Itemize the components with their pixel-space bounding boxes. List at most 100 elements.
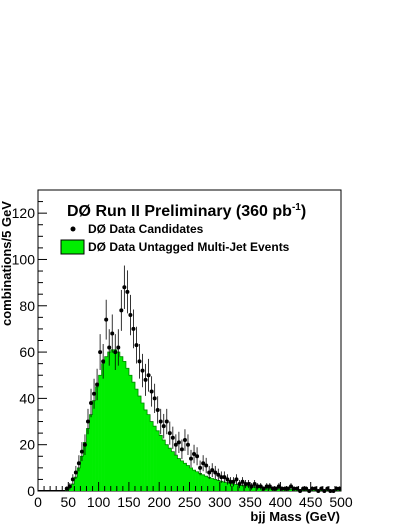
x-tick-label: 300 xyxy=(208,494,232,510)
point-marker xyxy=(131,326,136,331)
histogram-bin xyxy=(113,349,118,491)
data-point xyxy=(210,463,215,478)
histogram-bin xyxy=(137,396,142,491)
point-marker xyxy=(213,470,218,475)
point-marker xyxy=(279,486,284,491)
legend-label-untagged: DØ Data Untagged Multi-Jet Events xyxy=(88,240,290,254)
point-marker xyxy=(301,486,306,491)
data-point xyxy=(125,270,130,314)
point-marker xyxy=(234,477,239,482)
histogram-bin xyxy=(119,356,124,491)
data-point xyxy=(122,265,127,309)
point-marker xyxy=(240,479,245,484)
point-marker xyxy=(195,454,200,459)
point-marker xyxy=(155,407,160,412)
point-marker xyxy=(255,484,260,489)
data-point xyxy=(73,465,78,480)
histogram-bin xyxy=(156,430,160,491)
histogram-bin xyxy=(125,368,130,491)
data-point xyxy=(176,431,181,453)
x-tick-label: 250 xyxy=(178,494,202,510)
histogram-bin xyxy=(171,451,175,491)
data-point xyxy=(279,486,284,491)
data-point xyxy=(143,363,148,396)
point-marker xyxy=(282,486,287,491)
data-point xyxy=(273,486,278,491)
data-point xyxy=(325,486,330,491)
histogram-bin xyxy=(180,460,184,491)
data-point xyxy=(258,483,263,490)
x-tick-label: 150 xyxy=(117,494,141,510)
point-marker xyxy=(176,440,181,445)
point-marker xyxy=(119,308,124,313)
data-point xyxy=(116,329,121,366)
data-point xyxy=(104,299,109,340)
point-marker xyxy=(128,313,133,318)
histogram-bin xyxy=(168,448,172,491)
point-marker xyxy=(219,475,224,480)
data-point xyxy=(137,344,142,379)
point-marker xyxy=(337,486,342,491)
data-point xyxy=(285,486,290,491)
point-marker xyxy=(104,317,109,322)
data-point xyxy=(298,489,303,493)
data-point xyxy=(128,294,133,336)
point-marker xyxy=(64,486,69,491)
point-marker xyxy=(313,486,318,491)
legend-label-candidates: DØ Data Candidates xyxy=(88,222,204,236)
point-marker xyxy=(158,419,163,424)
data-point xyxy=(185,434,190,456)
histogram-bin xyxy=(98,375,102,491)
histogram-bin xyxy=(222,481,227,491)
data-point xyxy=(267,483,272,490)
point-marker xyxy=(267,484,272,489)
histogram-bin xyxy=(122,361,127,491)
point-marker xyxy=(204,463,209,468)
point-marker xyxy=(198,465,203,470)
point-marker xyxy=(95,382,100,387)
point-marker xyxy=(113,350,118,355)
data-point xyxy=(334,486,339,491)
histogram-bin xyxy=(162,440,166,491)
point-marker xyxy=(304,486,309,491)
point-marker xyxy=(243,482,248,487)
data-point xyxy=(95,368,100,401)
histogram-bin xyxy=(207,477,212,491)
data-point xyxy=(310,486,315,491)
point-marker xyxy=(289,484,294,489)
data-point xyxy=(134,326,139,364)
histogram-bin xyxy=(247,486,251,491)
point-marker xyxy=(252,482,257,487)
histogram-bin xyxy=(165,444,169,491)
histogram-bin xyxy=(219,481,224,491)
point-marker xyxy=(264,484,269,489)
data-point xyxy=(82,434,87,456)
data-point xyxy=(192,444,197,464)
point-marker xyxy=(210,468,215,473)
histogram-bin xyxy=(216,480,221,491)
data-point xyxy=(234,474,239,485)
point-marker xyxy=(137,359,142,364)
histogram-bin xyxy=(253,486,257,491)
histogram-bin xyxy=(234,484,239,491)
point-marker xyxy=(152,396,157,401)
histogram-bin xyxy=(244,485,248,491)
data-point xyxy=(119,289,124,331)
point-marker xyxy=(140,368,145,373)
histogram-bin xyxy=(107,352,112,491)
point-marker xyxy=(98,350,103,355)
data-point xyxy=(152,383,157,414)
data-point xyxy=(243,480,248,489)
histogram-bin xyxy=(80,456,84,491)
point-marker xyxy=(249,484,254,489)
point-marker xyxy=(79,449,84,454)
point-marker xyxy=(261,486,266,491)
data-points-layer xyxy=(64,265,342,493)
y-axis-label: combinations/5 GeV xyxy=(0,201,14,326)
histogram-bin xyxy=(141,403,145,491)
point-marker xyxy=(182,438,187,443)
x-tick-label: 500 xyxy=(329,494,353,510)
histogram-bin xyxy=(177,458,181,491)
point-marker xyxy=(125,289,130,294)
